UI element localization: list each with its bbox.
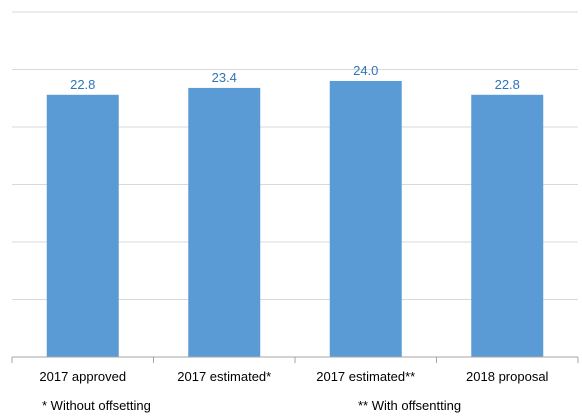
data-label: 22.8 bbox=[70, 77, 95, 92]
x-tick-label: 2017 estimated** bbox=[316, 369, 415, 384]
bar bbox=[188, 87, 261, 358]
bars bbox=[46, 81, 544, 358]
data-label: 24.0 bbox=[353, 63, 378, 78]
data-label: 23.4 bbox=[212, 70, 237, 85]
x-tick-label: 2017 approved bbox=[39, 369, 126, 384]
x-tick-labels: 2017 approved 2017 estimated* 2017 estimat… bbox=[39, 369, 548, 384]
x-tick-label: 2017 estimated* bbox=[177, 369, 271, 384]
footnote-without-offsetting: * Without offsetting bbox=[42, 398, 151, 413]
footnote-with-offsetting: ** With offsentting bbox=[358, 398, 462, 413]
data-label: 22.8 bbox=[495, 77, 520, 92]
bar bbox=[329, 81, 402, 357]
bar bbox=[46, 94, 119, 358]
bar bbox=[471, 94, 544, 358]
data-labels: 22.8 23.4 24.0 22.8 bbox=[70, 63, 520, 92]
x-axis bbox=[11, 356, 579, 363]
x-tick-label: 2018 proposal bbox=[466, 369, 549, 384]
